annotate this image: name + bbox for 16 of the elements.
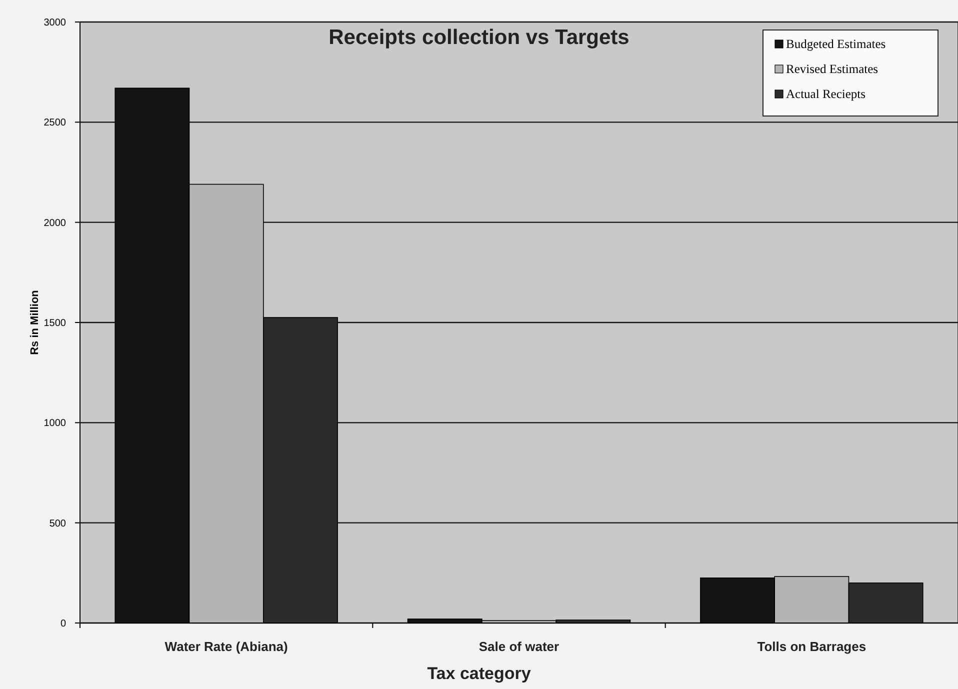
- x-tick-label: Water Rate (Abiana): [164, 639, 288, 654]
- y-tick-label: 2000: [44, 218, 66, 229]
- y-tick-label: 1500: [44, 318, 66, 329]
- y-tick-label: 3000: [44, 18, 66, 28]
- y-tick-label: 2500: [44, 118, 66, 129]
- x-tick-label: Sale of water: [478, 639, 560, 654]
- x-tick-label: Tolls on Barrages: [757, 639, 866, 654]
- legend-label: Actual Reciepts: [786, 87, 866, 101]
- y-tick-label: 1000: [44, 418, 66, 430]
- legend-label: Budgeted Estimates: [786, 37, 886, 51]
- legend-label: Revised Estimates: [786, 62, 878, 76]
- y-tick-label: 0: [60, 618, 66, 630]
- x-axis-title: Tax category: [427, 664, 532, 683]
- chart-title: Receipts collection vs Targets: [328, 26, 630, 49]
- y-tick-label: 500: [49, 518, 66, 530]
- y-axis-title: Rs in Million: [29, 290, 41, 355]
